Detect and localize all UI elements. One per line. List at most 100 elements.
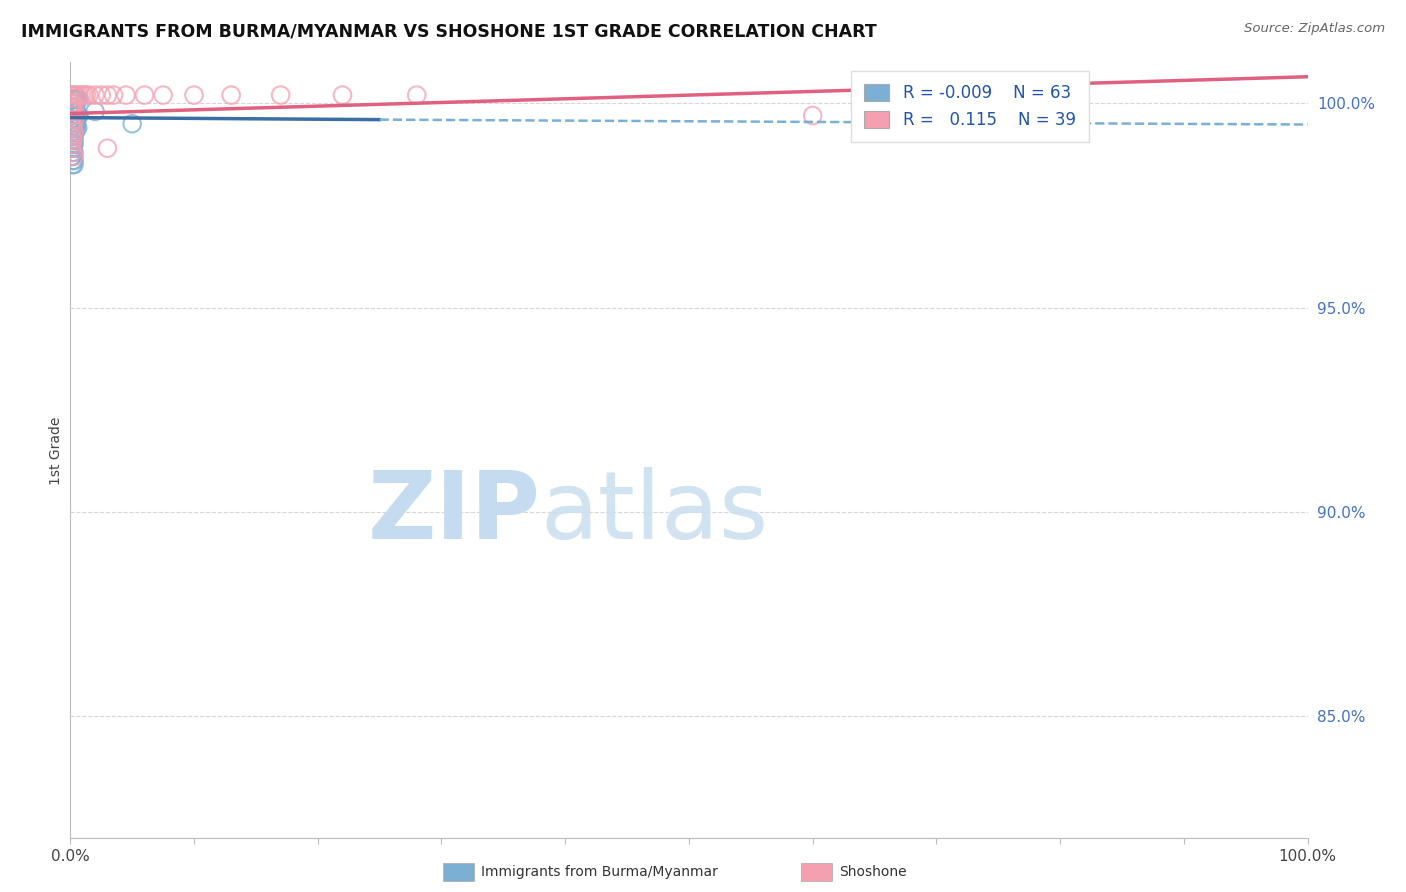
Point <box>96 141 118 155</box>
Point <box>183 88 205 103</box>
Point <box>70 88 93 103</box>
Point <box>65 120 87 135</box>
Legend: R = -0.009    N = 63, R =   0.115    N = 39: R = -0.009 N = 63, R = 0.115 N = 39 <box>851 70 1088 142</box>
Point <box>63 100 86 114</box>
Point <box>63 92 86 106</box>
Point <box>67 92 90 106</box>
Point <box>152 88 174 103</box>
Point <box>63 120 86 135</box>
Point <box>63 137 86 152</box>
Point <box>65 100 87 114</box>
Point <box>62 137 84 152</box>
Point <box>938 109 960 123</box>
Text: IMMIGRANTS FROM BURMA/MYANMAR VS SHOSHONE 1ST GRADE CORRELATION CHART: IMMIGRANTS FROM BURMA/MYANMAR VS SHOSHON… <box>21 22 877 40</box>
Point <box>73 88 96 103</box>
Point <box>62 92 84 106</box>
Point <box>63 88 86 103</box>
Point <box>66 120 89 135</box>
Point <box>63 109 86 123</box>
Point <box>219 88 242 103</box>
Point <box>60 109 83 123</box>
Point <box>62 145 84 160</box>
Point <box>62 133 84 147</box>
Point <box>62 96 84 111</box>
Point <box>62 109 84 123</box>
Point <box>60 149 83 163</box>
Point <box>62 145 84 160</box>
Point <box>96 88 118 103</box>
Point <box>134 88 156 103</box>
Point <box>65 109 87 123</box>
Point <box>115 88 138 103</box>
Point <box>63 104 86 119</box>
Point <box>60 112 83 127</box>
Point <box>63 145 86 160</box>
Y-axis label: 1st Grade: 1st Grade <box>49 417 63 484</box>
Point <box>63 112 86 127</box>
Point <box>63 149 86 163</box>
Point <box>60 141 83 155</box>
Point <box>60 137 83 152</box>
Point <box>62 120 84 135</box>
Point <box>62 96 84 111</box>
Point <box>84 88 107 103</box>
Point <box>65 92 87 106</box>
Point <box>60 128 83 143</box>
Point <box>75 88 97 103</box>
Point <box>65 104 87 119</box>
Point <box>121 117 143 131</box>
Point <box>62 153 84 168</box>
Point <box>60 100 83 114</box>
Point <box>60 141 83 155</box>
Point <box>60 133 83 147</box>
Point <box>67 88 90 103</box>
Point <box>60 128 83 143</box>
Point <box>103 88 125 103</box>
Point <box>63 133 86 147</box>
Point <box>60 125 83 139</box>
Point <box>63 125 86 139</box>
Point <box>63 125 86 139</box>
Point <box>62 104 84 119</box>
Point <box>60 117 83 131</box>
Point <box>65 125 87 139</box>
Point <box>60 104 83 119</box>
Point <box>863 109 886 123</box>
Point <box>332 88 354 103</box>
Point <box>62 109 84 123</box>
Point <box>62 157 84 171</box>
Point <box>63 100 86 114</box>
Point <box>62 112 84 127</box>
Point <box>60 104 83 119</box>
Point <box>62 128 84 143</box>
Point <box>60 92 83 106</box>
Point <box>62 120 84 135</box>
Point <box>90 88 112 103</box>
Point <box>62 141 84 155</box>
Text: atlas: atlas <box>540 467 769 558</box>
Point <box>405 88 427 103</box>
Point <box>60 96 83 111</box>
Point <box>63 157 86 171</box>
Point <box>60 88 83 103</box>
Point <box>63 128 86 143</box>
Point <box>65 117 87 131</box>
Text: Immigrants from Burma/Myanmar: Immigrants from Burma/Myanmar <box>481 865 717 880</box>
Point <box>63 153 86 168</box>
Point <box>60 120 83 135</box>
Point <box>65 92 87 106</box>
Point <box>62 125 84 139</box>
Point <box>62 104 84 119</box>
Point <box>84 104 107 119</box>
Text: Shoshone: Shoshone <box>839 865 907 880</box>
Text: ZIP: ZIP <box>367 467 540 558</box>
Point <box>66 109 89 123</box>
Text: Source: ZipAtlas.com: Source: ZipAtlas.com <box>1244 22 1385 36</box>
Point <box>62 133 84 147</box>
Point <box>62 100 84 114</box>
Point <box>65 88 87 103</box>
Point <box>60 137 83 152</box>
Point <box>60 117 83 131</box>
Point <box>801 109 824 123</box>
Point <box>77 88 100 103</box>
